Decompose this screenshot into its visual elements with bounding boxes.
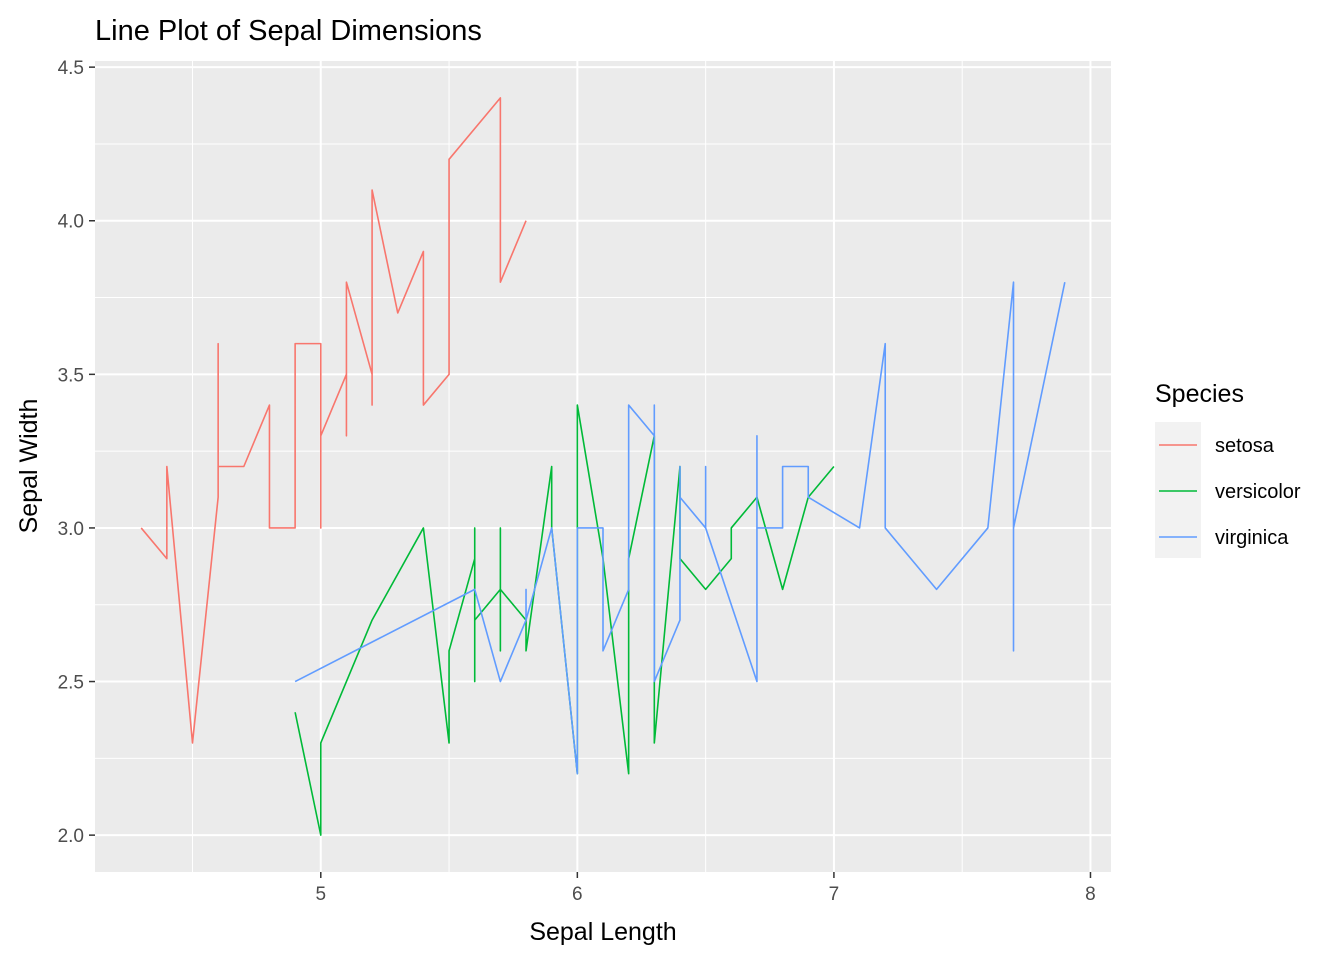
series-line-virginica <box>294 281 1066 775</box>
chart-title: Line Plot of Sepal Dimensions <box>95 15 482 47</box>
y-tick-label: 2.5 <box>58 673 84 694</box>
x-tick-label: 6 <box>572 884 583 905</box>
major-gridlines <box>95 61 1111 872</box>
x-tick-label: 5 <box>315 884 326 905</box>
x-tick-label: 7 <box>829 884 840 905</box>
series-line-setosa <box>140 97 527 744</box>
x-tick-label: 8 <box>1085 884 1096 905</box>
y-tick-label: 2.0 <box>58 826 84 847</box>
series-layer <box>140 97 1066 836</box>
y-axis-title: Sepal Width <box>15 399 43 534</box>
series-line-versicolor <box>294 404 835 836</box>
y-tick-label: 4.0 <box>58 212 84 233</box>
y-axis: 2.0 2.5 3.0 3.5 4.0 4.5 <box>58 58 95 847</box>
legend-label-versicolor: versicolor <box>1215 481 1301 503</box>
x-axis: 5 6 7 8 <box>315 872 1096 905</box>
legend-items: setosa versicolor virginica <box>1159 435 1301 549</box>
legend-title: Species <box>1155 380 1244 408</box>
y-tick-label: 3.0 <box>58 519 84 540</box>
plot-panel <box>95 61 1111 872</box>
legend-label-virginica: virginica <box>1215 527 1289 549</box>
x-axis-title: Sepal Length <box>529 918 676 946</box>
legend: Species setosa versicolor virginica <box>1155 380 1301 558</box>
legend-label-setosa: setosa <box>1215 435 1275 457</box>
y-tick-label: 3.5 <box>58 365 84 386</box>
y-tick-label: 4.5 <box>58 58 84 79</box>
